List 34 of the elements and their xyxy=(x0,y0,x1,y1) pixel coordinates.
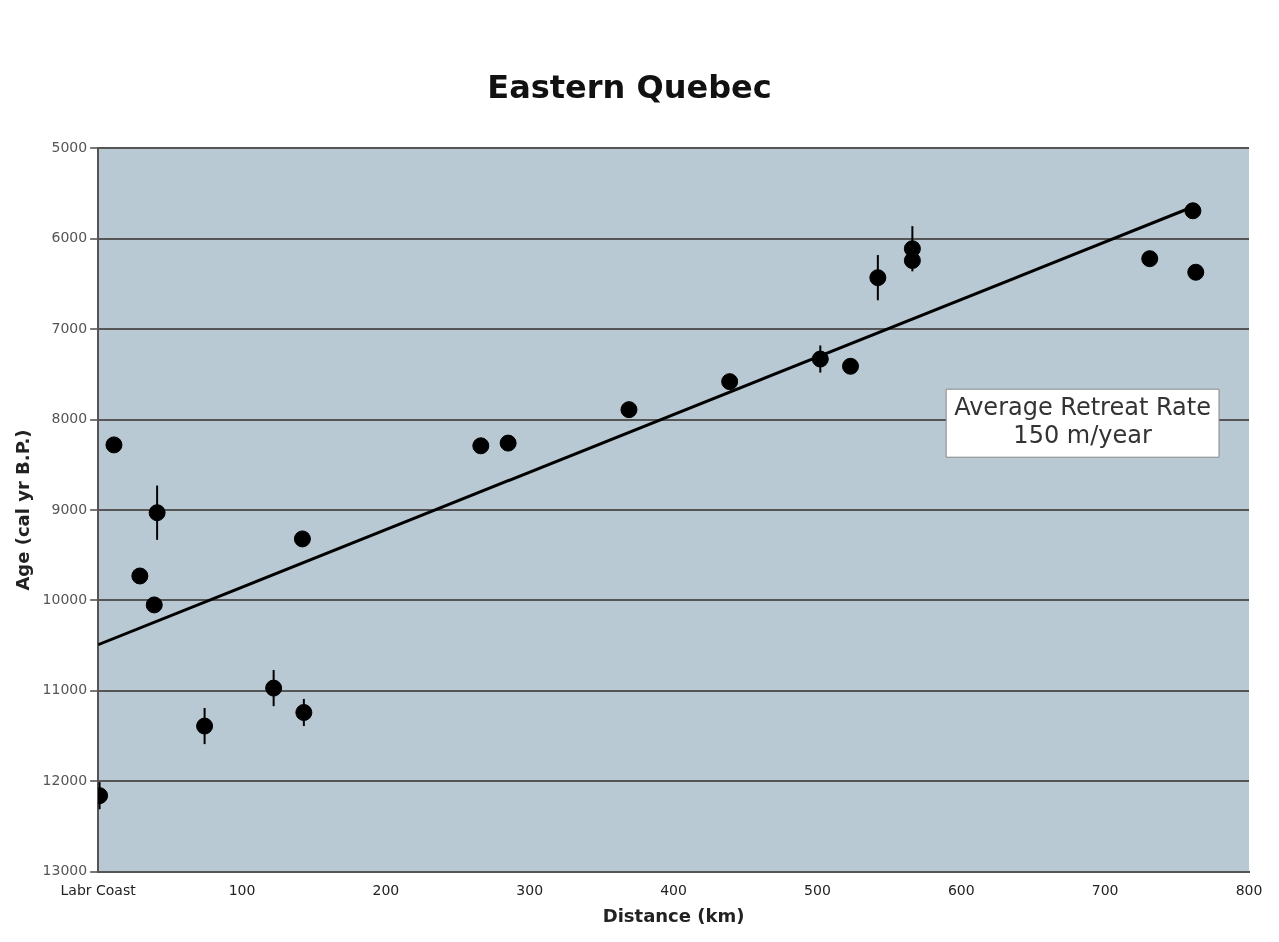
x-tick-label: Labr Coast xyxy=(60,881,137,898)
point xyxy=(1187,263,1205,281)
point xyxy=(842,357,860,375)
point xyxy=(293,530,311,548)
chart-title: Eastern Quebec xyxy=(487,67,772,106)
x-tick-label: 500 xyxy=(804,881,831,898)
x-tick-label: 600 xyxy=(947,881,975,898)
y-tick-label: 12000 xyxy=(42,771,88,788)
x-tick-label: 800 xyxy=(1235,881,1263,898)
annotation: Average Retreat Rate 150 m/year xyxy=(954,393,1211,450)
point xyxy=(1141,250,1159,268)
y-axis-title: Age (cal yr B.P.) xyxy=(12,429,34,591)
x-axis-title: Distance (km) xyxy=(602,904,745,926)
y-tick-label: 11000 xyxy=(42,681,88,698)
point xyxy=(721,373,739,391)
y-tick-label: 9000 xyxy=(51,500,88,517)
y-tick-label: 5000 xyxy=(51,139,88,156)
point xyxy=(105,436,123,454)
x-tick-label: 300 xyxy=(516,881,544,898)
point xyxy=(499,434,517,452)
y-tick-label: 8000 xyxy=(51,410,88,427)
x-tick-label: 200 xyxy=(372,881,400,898)
x-tick-label: 700 xyxy=(1091,881,1119,898)
point xyxy=(620,401,638,419)
point xyxy=(1184,202,1202,220)
point xyxy=(472,437,490,455)
x-tick-label: 100 xyxy=(228,881,256,898)
point xyxy=(131,567,149,585)
y-tick-label: 10000 xyxy=(42,591,88,608)
y-tick-label: 7000 xyxy=(51,319,88,336)
y-tick-label: 6000 xyxy=(51,229,88,246)
y-tick-label: 13000 xyxy=(42,862,88,879)
x-tick-label: 400 xyxy=(660,881,687,898)
point xyxy=(145,596,163,614)
